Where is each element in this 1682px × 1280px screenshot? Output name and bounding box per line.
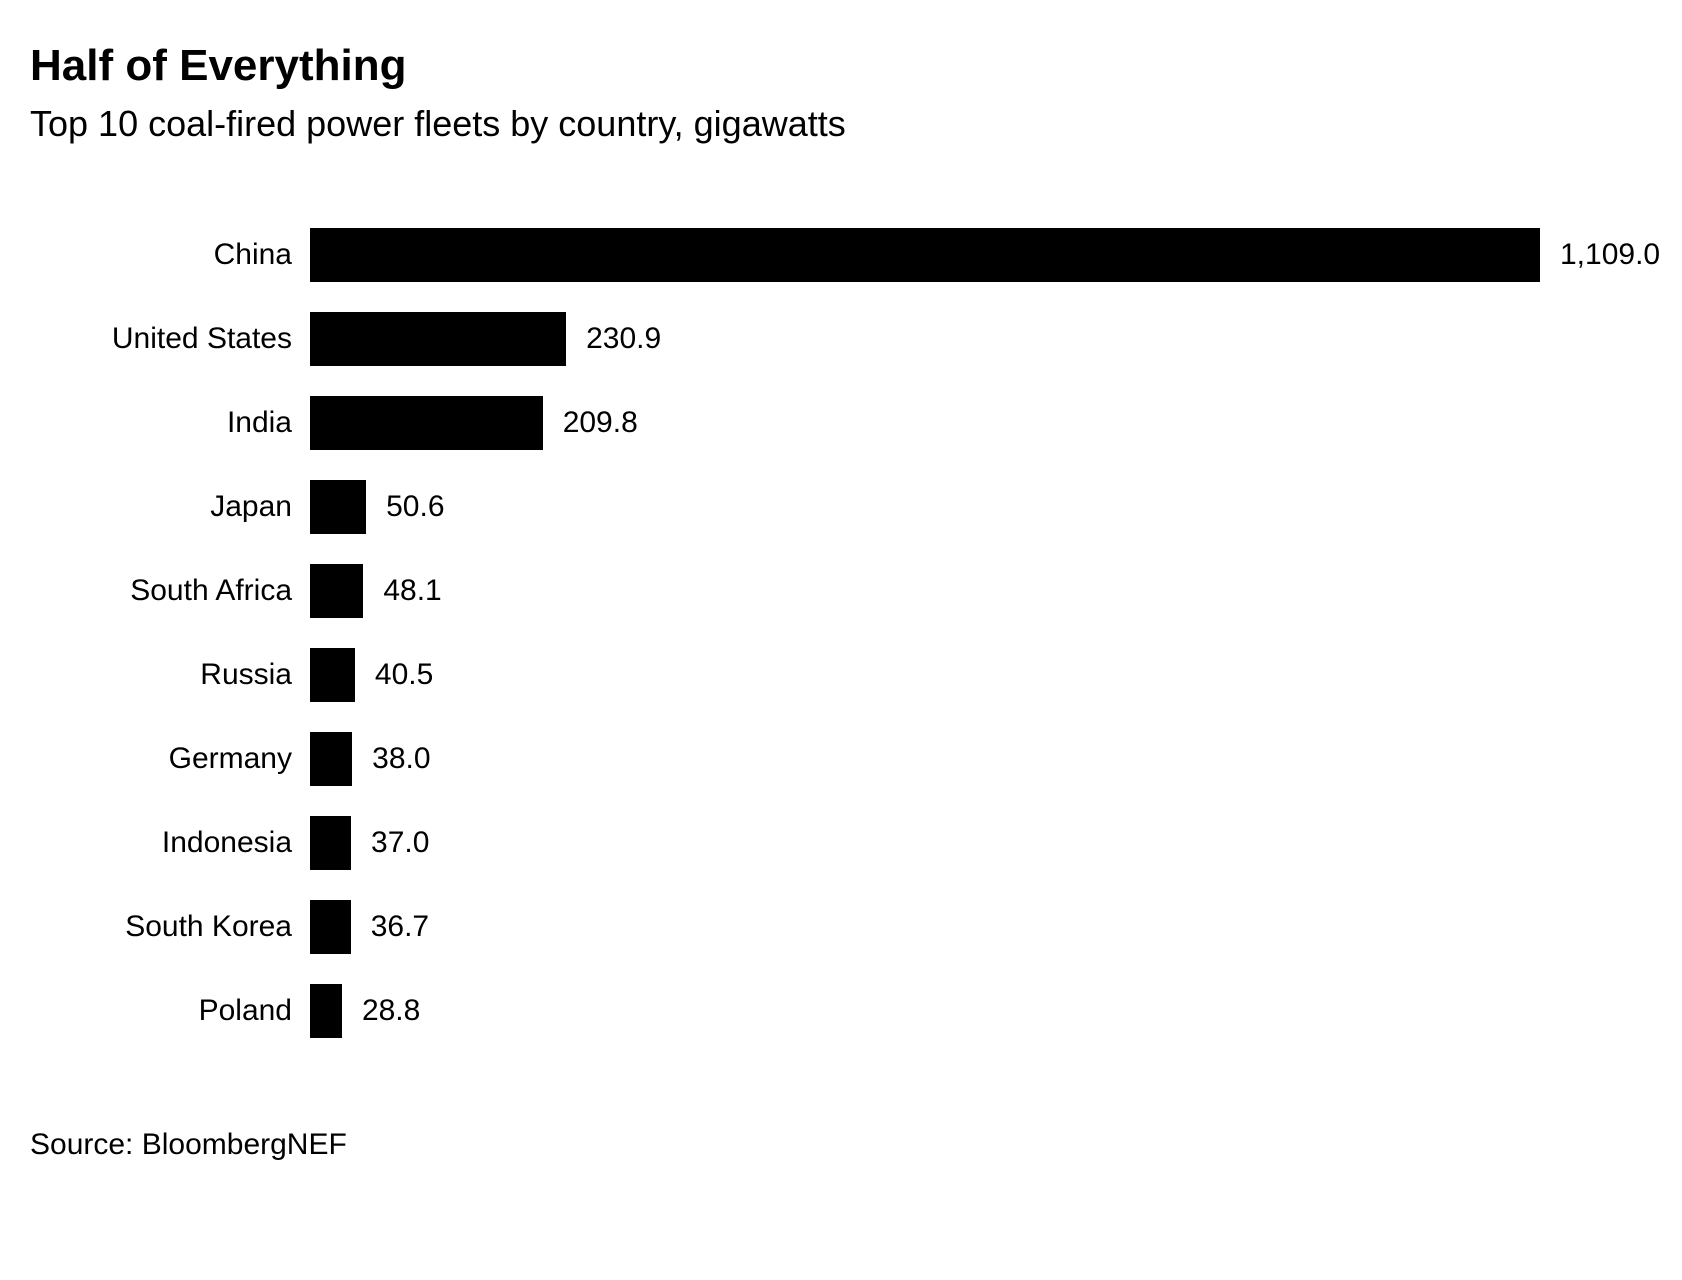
bar-row: Japan 50.6 (40, 480, 1652, 534)
bar-row: Germany 38.0 (40, 732, 1652, 786)
chart-source: Source: BloombergNEF (30, 1128, 1652, 1162)
bar-value: 36.7 (371, 910, 429, 944)
bar-track: 230.9 (310, 312, 1652, 366)
bar-fill (310, 312, 566, 366)
chart-subtitle: Top 10 coal-fired power fleets by countr… (30, 101, 1652, 148)
bar-track: 48.1 (310, 564, 1652, 618)
bar-label: South Africa (40, 574, 310, 608)
bar-label: Indonesia (40, 826, 310, 860)
chart-title: Half of Everything (30, 40, 1652, 93)
bar-track: 1,109.0 (310, 228, 1660, 282)
bar-value: 209.8 (563, 406, 638, 440)
bar-track: 209.8 (310, 396, 1652, 450)
chart-area: China 1,109.0 United States 230.9 India … (40, 228, 1652, 1038)
bar-row: Russia 40.5 (40, 648, 1652, 702)
bar-fill (310, 900, 351, 954)
bar-fill (310, 732, 352, 786)
bar-row: Indonesia 37.0 (40, 816, 1652, 870)
bar-label: Japan (40, 490, 310, 524)
bar-value: 37.0 (371, 826, 429, 860)
bar-value: 40.5 (375, 658, 433, 692)
bar-label: Russia (40, 658, 310, 692)
bar-value: 50.6 (386, 490, 444, 524)
bar-label: Poland (40, 994, 310, 1028)
bar-label: India (40, 406, 310, 440)
bar-value: 230.9 (586, 322, 661, 356)
bar-value: 48.1 (383, 574, 441, 608)
bar-row: India 209.8 (40, 396, 1652, 450)
bar-fill (310, 480, 366, 534)
bar-fill (310, 648, 355, 702)
bar-track: 38.0 (310, 732, 1652, 786)
bar-fill (310, 816, 351, 870)
chart-container: Half of Everything Top 10 coal-fired pow… (30, 40, 1652, 1162)
bar-fill (310, 228, 1540, 282)
bar-row: South Africa 48.1 (40, 564, 1652, 618)
bar-value: 1,109.0 (1560, 238, 1660, 272)
bar-track: 36.7 (310, 900, 1652, 954)
bar-row: South Korea 36.7 (40, 900, 1652, 954)
bar-label: United States (40, 322, 310, 356)
bar-track: 28.8 (310, 984, 1652, 1038)
bar-fill (310, 564, 363, 618)
bar-value: 38.0 (372, 742, 430, 776)
bar-label: China (40, 238, 310, 272)
bar-track: 50.6 (310, 480, 1652, 534)
bar-label: Germany (40, 742, 310, 776)
bar-value: 28.8 (362, 994, 420, 1028)
bar-track: 40.5 (310, 648, 1652, 702)
bar-row: China 1,109.0 (40, 228, 1652, 282)
bar-label: South Korea (40, 910, 310, 944)
bar-fill (310, 396, 543, 450)
bar-row: Poland 28.8 (40, 984, 1652, 1038)
bar-fill (310, 984, 342, 1038)
bar-track: 37.0 (310, 816, 1652, 870)
bar-row: United States 230.9 (40, 312, 1652, 366)
